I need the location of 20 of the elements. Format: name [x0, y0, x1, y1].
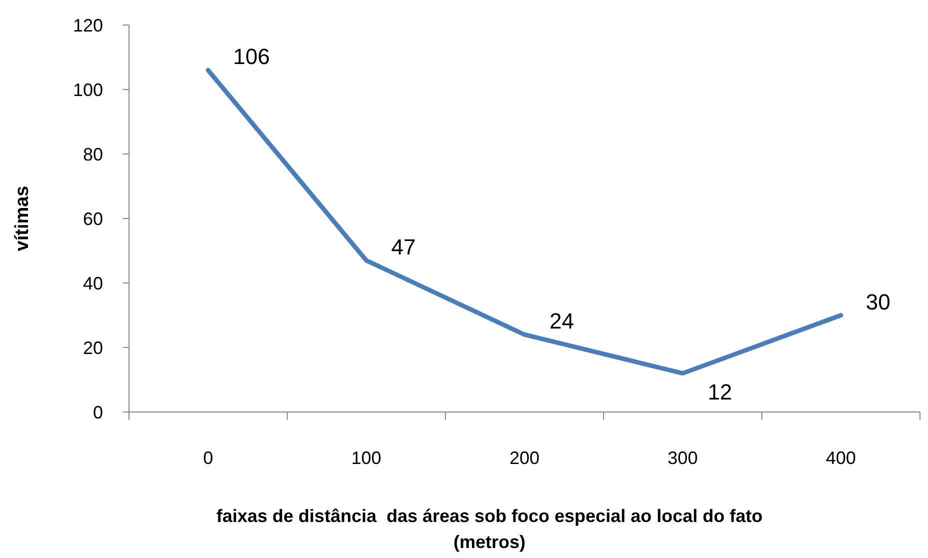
y-tick-label: 60 — [82, 208, 103, 229]
y-tick-label: 80 — [82, 144, 103, 164]
x-tick-label: 400 — [826, 448, 856, 468]
y-tick-label: 120 — [72, 15, 103, 36]
y-tick-label: 40 — [82, 273, 103, 294]
y-tick-label: 100 — [72, 80, 103, 100]
y-tick-label: 0 — [92, 402, 103, 422]
data-label: 106 — [233, 44, 270, 70]
y-axis-title: vítimas — [12, 186, 33, 252]
data-label: 24 — [550, 308, 574, 334]
x-tick-label: 300 — [668, 448, 698, 468]
data-label: 12 — [708, 379, 732, 404]
x-tick-label: 100 — [351, 448, 382, 468]
x-tick-label: 0 — [203, 448, 214, 468]
y-tick-label: 20 — [82, 338, 103, 358]
data-label: 30 — [866, 289, 890, 314]
x-tick-label: 200 — [509, 448, 540, 468]
line-series — [206, 68, 844, 376]
x-axis-title: faixas de distância das áreas sob foco especial ao local do fato (metros) — [216, 506, 763, 552]
data-label: 47 — [391, 234, 416, 260]
